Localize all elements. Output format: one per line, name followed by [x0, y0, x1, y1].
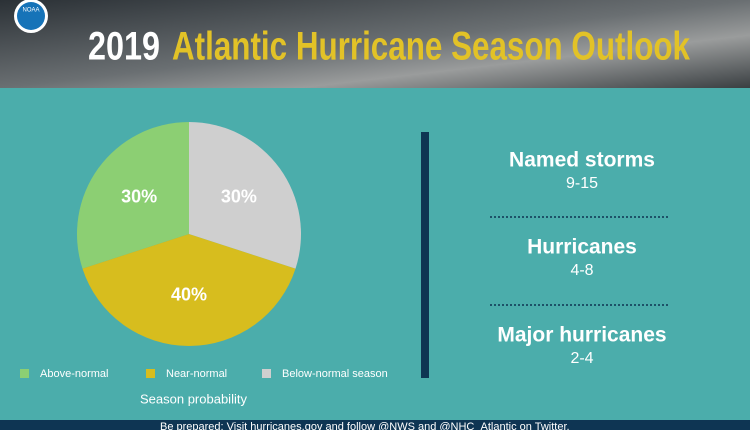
- stat-value: 9-15: [566, 175, 598, 192]
- legend-swatch: [262, 369, 271, 378]
- stat-value: 4-8: [570, 262, 593, 279]
- legend-swatch: [146, 369, 155, 378]
- pie-slice: [82, 234, 296, 347]
- title-year: 2019: [88, 25, 160, 69]
- stat-value: 2-4: [570, 350, 593, 367]
- logo-text: NOAA: [22, 8, 39, 14]
- pie-slice: [189, 122, 301, 269]
- footer-text: Be prepared: Visit hurricanes.gov and fo…: [160, 421, 570, 430]
- title: Atlantic Hurricane Season Outlook: [172, 25, 691, 69]
- slice-label: 30%: [121, 187, 157, 207]
- header-background: [0, 0, 750, 88]
- stat-label: Hurricanes: [527, 236, 637, 259]
- stat-label: Major hurricanes: [497, 324, 666, 347]
- divider: [421, 132, 429, 378]
- slice-label: 30%: [221, 187, 257, 207]
- legend-swatch: [20, 369, 29, 378]
- caption: Season probability: [140, 391, 247, 406]
- legend-label: Near-normal: [166, 368, 227, 380]
- footer-bar: [0, 420, 750, 430]
- legend-label: Above-normal: [40, 368, 108, 380]
- stat-label: Named storms: [509, 149, 655, 172]
- pie-slice: [76, 122, 189, 269]
- logo-inner: [17, 2, 45, 30]
- legend-label: Below-normal season: [282, 368, 388, 380]
- slice-label: 40%: [171, 284, 207, 304]
